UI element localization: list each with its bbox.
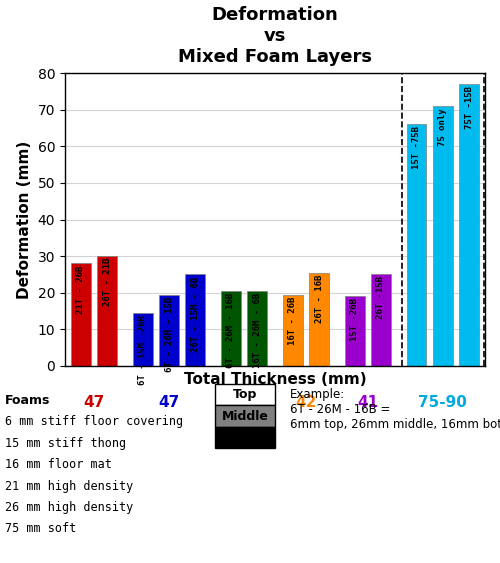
- Text: 26 mm high density: 26 mm high density: [5, 501, 133, 514]
- Text: 16 mm floor mat: 16 mm floor mat: [5, 458, 112, 471]
- Text: 26T - 21B: 26T - 21B: [102, 258, 112, 306]
- Bar: [283, 294, 302, 366]
- Bar: [345, 296, 364, 366]
- Text: Top: Top: [233, 388, 257, 401]
- Text: 48: 48: [234, 395, 254, 410]
- Bar: [159, 294, 179, 366]
- Bar: [406, 124, 426, 366]
- Text: Example:
6T - 26M - 16B =
6mm top, 26mm middle, 16mm bottom: Example: 6T - 26M - 16B = 6mm top, 26mm …: [290, 388, 500, 431]
- Text: 21 mm high density: 21 mm high density: [5, 480, 133, 493]
- Y-axis label: Deformation (mm): Deformation (mm): [17, 140, 32, 299]
- Bar: [71, 263, 90, 366]
- Bar: [186, 275, 205, 366]
- Text: 47: 47: [158, 395, 180, 410]
- Text: Middle: Middle: [222, 409, 268, 423]
- Text: 6T - 15M -26B: 6T - 15M -26B: [138, 315, 147, 385]
- Bar: [433, 106, 452, 366]
- Text: 15T -26B: 15T -26B: [350, 298, 359, 341]
- Text: 42: 42: [296, 395, 316, 410]
- Text: 75T -15B: 75T -15B: [464, 86, 473, 129]
- Text: 6T - 26M - 16B: 6T - 26M - 16B: [226, 293, 235, 368]
- X-axis label: Total Thickness (mm): Total Thickness (mm): [184, 372, 366, 387]
- Bar: [133, 313, 152, 366]
- Text: 26T -15B: 26T -15B: [376, 276, 386, 319]
- Text: 6T - 26M - 15B: 6T - 26M - 15B: [164, 296, 173, 372]
- Text: 21T - 26B: 21T - 26B: [76, 265, 86, 314]
- Text: 75 only: 75 only: [438, 108, 448, 146]
- Text: 15T -75B: 15T -75B: [412, 126, 421, 169]
- Text: 47: 47: [84, 395, 104, 410]
- Text: 26T - 15M - 6B: 26T - 15M - 6B: [191, 276, 200, 351]
- Bar: [371, 275, 391, 366]
- Bar: [98, 256, 117, 366]
- Text: 16T - 26M - 6B: 16T - 26M - 6B: [252, 293, 262, 368]
- Bar: [460, 84, 479, 366]
- Text: 26T - 16B: 26T - 16B: [314, 275, 324, 323]
- Text: 41: 41: [358, 395, 378, 410]
- Text: 16T - 26B: 16T - 26B: [288, 296, 298, 345]
- Text: 15 mm stiff thong: 15 mm stiff thong: [5, 437, 126, 450]
- Bar: [221, 291, 241, 366]
- Title: Deformation
vs
Mixed Foam Layers: Deformation vs Mixed Foam Layers: [178, 7, 372, 66]
- Text: Foams: Foams: [5, 394, 51, 407]
- Bar: [248, 291, 267, 366]
- Text: 75 mm soft: 75 mm soft: [5, 522, 76, 535]
- Text: 75-90: 75-90: [418, 395, 468, 410]
- Text: Bottom: Bottom: [220, 431, 270, 444]
- Text: 6 mm stiff floor covering: 6 mm stiff floor covering: [5, 415, 183, 428]
- Bar: [309, 272, 329, 366]
